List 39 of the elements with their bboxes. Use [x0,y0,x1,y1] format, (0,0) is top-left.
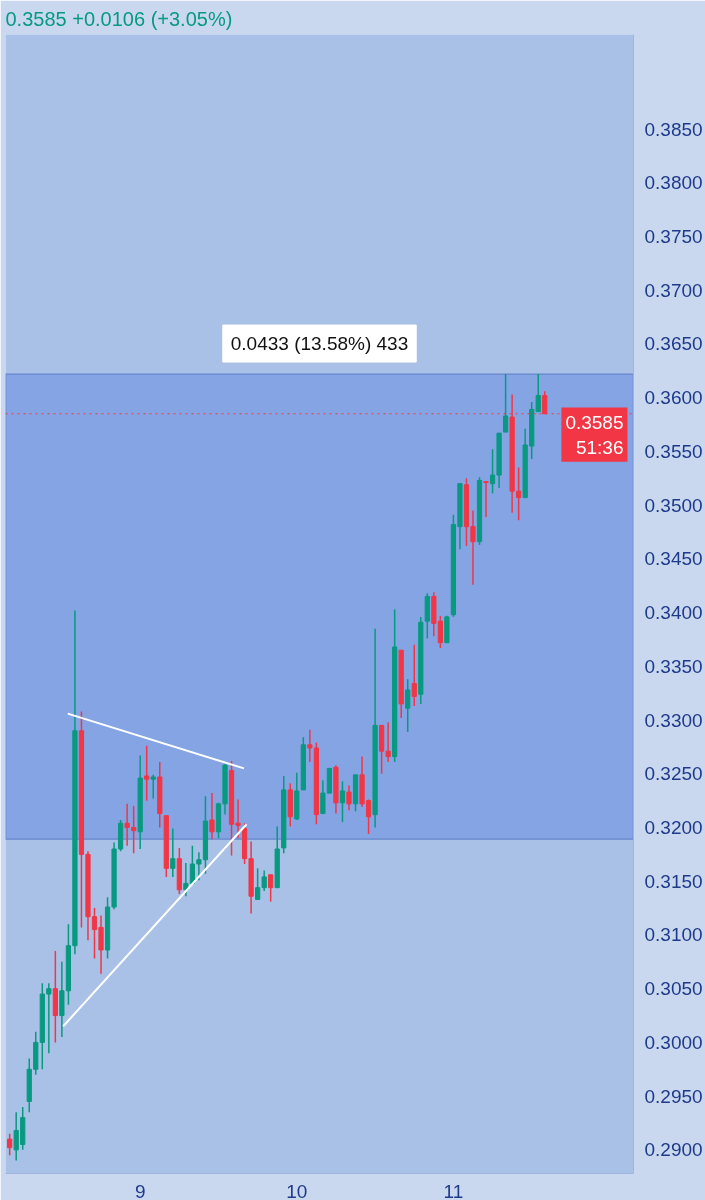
y-tick-label: 0.3150 [644,870,703,892]
y-tick-label: 0.3700 [644,279,703,301]
candlestick [209,792,215,841]
ref-line-label: 0.3585 [565,411,624,433]
annotation: 51:36 [575,436,624,458]
y-tick-label: 0.2950 [644,1085,703,1107]
y-tick-label: 0.3000 [644,1031,703,1053]
y-tick-label: 0.3450 [644,548,703,570]
y-tick-label: 0.3100 [644,924,703,946]
x-tick-label: 9 [134,1180,146,1200]
y-tick-label: 0.3750 [644,226,703,248]
candlestick [268,874,274,903]
x-tick-label: 11 [443,1180,464,1200]
candlestick [7,1132,13,1156]
y-tick-label: 0.3800 [644,172,703,194]
y-tick-label: 0.3400 [644,602,703,624]
y-tick-label: 0.3300 [644,709,703,731]
y-tick-label: 0.3500 [644,494,703,516]
band-label: 0.0433 (13.58%) 433 [230,333,409,355]
y-tick-label: 0.3200 [644,817,703,838]
candlestick [144,745,150,802]
y-tick-label: 0.3050 [644,978,703,1000]
y-tick-label: 0.3250 [644,763,703,785]
candlestick [170,827,176,878]
candlestick [346,784,352,812]
y-tick-label: 0.3550 [644,440,703,462]
candlestick [339,780,346,823]
candlestick [150,774,156,800]
candlestick [502,373,509,433]
candlestick [483,480,489,518]
y-tick-label: 0.3600 [644,387,703,409]
candlestick [405,678,411,733]
y-tick-label: 0.2900 [644,1139,703,1161]
y-tick-label: 0.3650 [644,333,703,355]
y-tick-label: 0.3850 [644,118,703,140]
y-tick-label: 0.3350 [644,655,703,677]
candlestick [411,644,417,707]
x-tick-label: 10 [286,1180,308,1200]
chart-subtitle: 0.3585 +0.0106 (+3.05%) [5,7,233,30]
